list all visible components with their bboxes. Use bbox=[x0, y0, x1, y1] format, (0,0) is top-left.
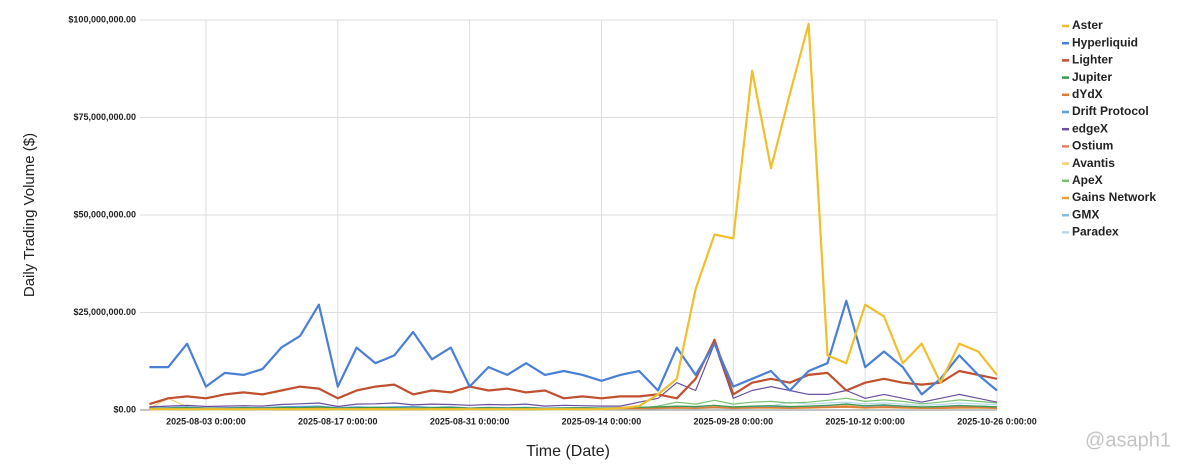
legend-label: Lighter bbox=[1072, 53, 1113, 67]
legend-label: Gains Network bbox=[1072, 190, 1156, 204]
legend-label: ApeX bbox=[1072, 173, 1103, 187]
legend-label: Ostium bbox=[1072, 139, 1113, 153]
x-tick-label: 2025-08-17 0:00:00 bbox=[298, 416, 378, 426]
legend-label: Drift Protocol bbox=[1072, 104, 1149, 118]
legend-label: Aster bbox=[1072, 18, 1103, 32]
series-line bbox=[149, 403, 998, 409]
x-tick-label: 2025-08-31 0:00:00 bbox=[430, 416, 510, 426]
series-line bbox=[149, 299, 998, 396]
legend-label: Jupiter bbox=[1072, 70, 1112, 84]
x-tick-label: 2025-09-28 0:00:00 bbox=[694, 416, 774, 426]
y-tick-label: $25,000,000.00 bbox=[73, 307, 136, 317]
x-tick-label: 2025-10-26 0:00:00 bbox=[957, 416, 1037, 426]
series-line bbox=[149, 343, 998, 408]
watermark: @asaph1 bbox=[1085, 429, 1171, 451]
x-tick-label: 2025-08-03 0:00:00 bbox=[166, 416, 246, 426]
legend-label: Hyperliquid bbox=[1072, 35, 1138, 49]
legend-label: dYdX bbox=[1072, 87, 1103, 101]
y-tick-label: $0.00 bbox=[113, 404, 136, 414]
y-axis-label: Daily Trading Volume ($) bbox=[21, 133, 38, 297]
legend-label: Avantis bbox=[1072, 156, 1115, 170]
y-tick-label: $75,000,000.00 bbox=[73, 112, 136, 122]
x-tick-label: 2025-10-12 0:00:00 bbox=[825, 416, 905, 426]
y-tick-label: $100,000,000.00 bbox=[68, 14, 136, 24]
series-line bbox=[149, 338, 998, 406]
y-tick-label: $50,000,000.00 bbox=[73, 209, 136, 219]
legend-label: edgeX bbox=[1072, 121, 1108, 135]
legend-label: GMX bbox=[1072, 207, 1099, 221]
x-tick-label: 2025-09-14 0:00:00 bbox=[562, 416, 642, 426]
legend-label: Paradex bbox=[1072, 225, 1119, 239]
series-line bbox=[149, 22, 998, 411]
x-axis-label: Time (Date) bbox=[526, 443, 610, 460]
